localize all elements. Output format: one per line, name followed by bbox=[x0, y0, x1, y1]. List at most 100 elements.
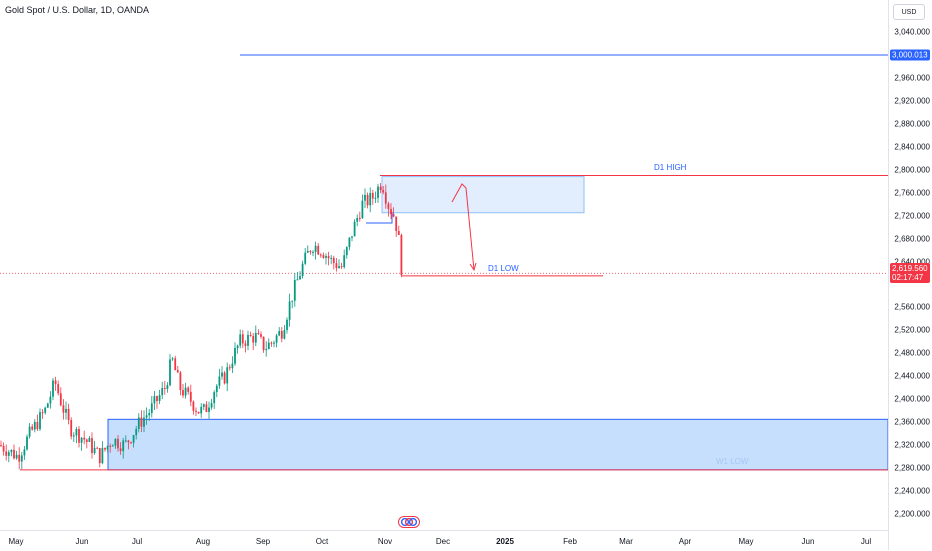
candle-body bbox=[283, 330, 286, 339]
candle-body bbox=[15, 454, 18, 459]
candle-body bbox=[143, 417, 145, 427]
candle-body bbox=[7, 452, 10, 456]
candle-body bbox=[382, 190, 385, 193]
price-tick-label: 2,800.000 bbox=[894, 165, 930, 175]
candle-body bbox=[332, 257, 335, 264]
bar-countdown: 02:17:47 bbox=[892, 273, 924, 283]
candle-body bbox=[41, 412, 44, 414]
time-tick-label: Aug bbox=[195, 537, 211, 546]
candle-body bbox=[249, 334, 252, 337]
candle-body bbox=[67, 408, 70, 420]
candle-body bbox=[130, 442, 132, 444]
candle-body bbox=[244, 343, 247, 346]
candle-body bbox=[156, 396, 158, 401]
price-tick-label: 2,640.000 bbox=[894, 257, 930, 267]
time-tick-label: Sep bbox=[255, 537, 271, 546]
candle-body bbox=[111, 445, 114, 447]
candle-body bbox=[26, 436, 28, 450]
candle-body bbox=[213, 392, 216, 404]
candle-body bbox=[377, 186, 379, 198]
candle-body bbox=[262, 336, 265, 351]
candle-body bbox=[176, 370, 179, 373]
tradingview-logo-icon[interactable] bbox=[398, 516, 420, 528]
candle-body bbox=[223, 372, 226, 384]
price-tick-label: 2,360.000 bbox=[894, 417, 930, 427]
time-tick-label: Jun bbox=[801, 537, 815, 546]
time-tick-label: Jun bbox=[75, 537, 89, 546]
current-price-value: 2,619.560 bbox=[892, 264, 928, 274]
time-tick-label: Jul bbox=[860, 537, 872, 546]
time-tick-label: Mar bbox=[619, 537, 633, 546]
candle-body bbox=[325, 256, 327, 258]
candle-body bbox=[335, 263, 338, 268]
time-tick-label: Dec bbox=[435, 537, 451, 546]
candle-body bbox=[195, 410, 197, 412]
price-tick-label: 2,400.000 bbox=[894, 394, 930, 404]
candle-body bbox=[361, 200, 364, 219]
candle-body bbox=[158, 395, 161, 401]
candle-body bbox=[31, 426, 34, 430]
price-axis[interactable]: USD 3,040.000 2,960.000 2,920.000 2,880.000… bbox=[888, 0, 932, 550]
candle-body bbox=[20, 455, 23, 462]
candle-body bbox=[395, 216, 398, 231]
projection-arrow bbox=[451, 183, 475, 271]
chart-area[interactable]: Gold Spot / U.S. Dollar, 1D, OANDA D1 HI… bbox=[0, 0, 888, 530]
candle-body bbox=[265, 349, 268, 351]
candle-body bbox=[260, 334, 262, 337]
price-tick-label: 2,560.000 bbox=[894, 302, 930, 312]
candle-body bbox=[119, 448, 122, 452]
candle-body bbox=[78, 429, 80, 443]
time-tick-label: Feb bbox=[563, 537, 577, 546]
w1-low-label: W1 LOW bbox=[716, 456, 749, 466]
candle-body bbox=[275, 335, 278, 343]
currency-button[interactable]: USD bbox=[893, 4, 925, 20]
candle-body bbox=[218, 376, 221, 386]
candle-body bbox=[221, 372, 223, 377]
candle-body bbox=[192, 401, 195, 411]
candle-body bbox=[314, 245, 317, 253]
price-chart[interactable] bbox=[0, 0, 888, 530]
candle-body bbox=[379, 186, 382, 191]
price-tick-label: 2,440.000 bbox=[894, 371, 930, 381]
price-tick-label: 2,320.000 bbox=[894, 440, 930, 450]
candle-body bbox=[340, 266, 343, 268]
time-tick-label: 2025 bbox=[496, 537, 514, 546]
arrow-head-icon bbox=[469, 262, 477, 272]
candle-body bbox=[0, 445, 2, 447]
candle-body bbox=[215, 385, 218, 393]
candle-body bbox=[343, 255, 346, 268]
candle-body bbox=[306, 251, 309, 253]
price-tick-label: 2,840.000 bbox=[894, 142, 930, 152]
price-tick-label: 2,240.000 bbox=[894, 486, 930, 496]
candle-body bbox=[137, 417, 140, 429]
candle-body bbox=[153, 396, 156, 404]
time-tick-label: Oct bbox=[315, 537, 329, 546]
candle-body bbox=[59, 393, 62, 406]
candle-body bbox=[127, 440, 130, 443]
price-tick-label: 2,960.000 bbox=[894, 73, 930, 83]
candle-body bbox=[109, 445, 112, 447]
candle-body bbox=[106, 445, 109, 450]
candle-body bbox=[174, 358, 177, 371]
candle-body bbox=[286, 319, 288, 331]
candle-body bbox=[247, 334, 249, 346]
candle-body bbox=[140, 417, 143, 427]
current-price-badge: 2,619.560 02:17:47 bbox=[890, 263, 930, 284]
candle-body bbox=[319, 254, 322, 256]
d1-low-label: D1 LOW bbox=[488, 263, 519, 273]
candle-body bbox=[317, 245, 320, 255]
candle-body bbox=[301, 263, 304, 277]
candle-body bbox=[80, 437, 83, 443]
candle-body bbox=[226, 367, 229, 384]
candle-body bbox=[345, 247, 348, 256]
candle-body bbox=[390, 208, 392, 215]
time-axis[interactable]: May Jun Jul Aug Sep Oct Nov Dec 2025 Feb Mar Apr May… bbox=[0, 530, 888, 551]
candle-body bbox=[91, 438, 93, 453]
candle-body bbox=[208, 407, 210, 412]
candle-body bbox=[397, 230, 400, 235]
candle-body bbox=[52, 380, 54, 397]
candle-body bbox=[85, 439, 88, 442]
candle-body bbox=[234, 347, 236, 364]
candle-body bbox=[62, 405, 65, 413]
candle-body bbox=[39, 412, 41, 430]
